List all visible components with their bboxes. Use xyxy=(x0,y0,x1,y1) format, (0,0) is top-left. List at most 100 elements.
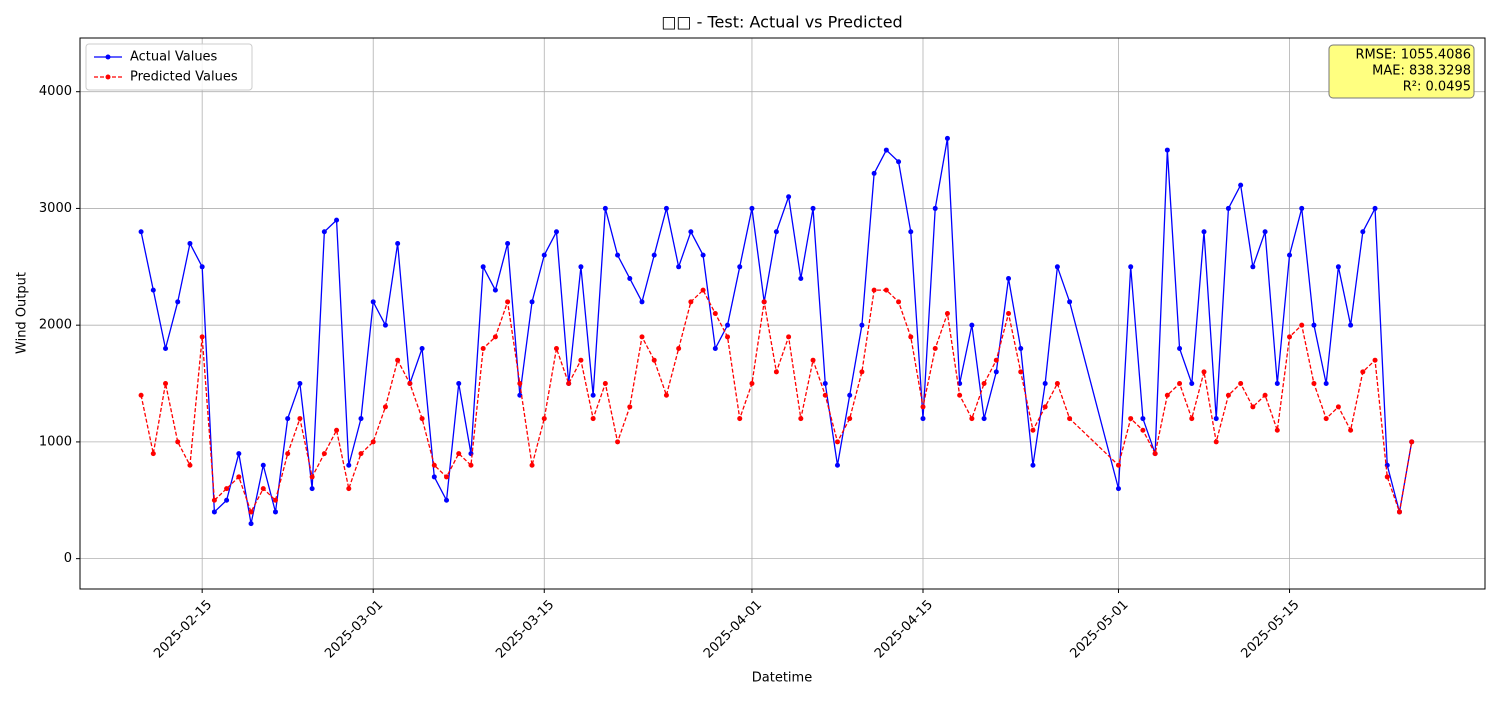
data-point xyxy=(175,299,181,305)
data-point xyxy=(688,229,694,235)
data-point xyxy=(334,427,340,433)
data-point xyxy=(1177,346,1183,352)
data-point xyxy=(847,416,853,422)
data-point xyxy=(602,381,608,387)
data-point xyxy=(419,346,425,352)
data-point xyxy=(248,521,254,527)
data-point xyxy=(883,147,889,153)
data-point xyxy=(1360,229,1366,235)
x-tick-label: 2025-04-01 xyxy=(701,597,765,661)
data-point xyxy=(1054,381,1060,387)
data-point xyxy=(1348,427,1354,433)
data-point xyxy=(1299,322,1305,328)
data-point xyxy=(1201,229,1207,235)
chart-title: □□ - Test: Actual vs Predicted xyxy=(661,13,902,32)
data-point xyxy=(590,416,596,422)
x-tick-label: 2025-03-01 xyxy=(322,597,386,661)
data-point xyxy=(480,264,486,270)
data-point xyxy=(1140,416,1146,422)
data-point xyxy=(431,462,437,468)
data-point xyxy=(541,416,547,422)
data-point xyxy=(211,509,217,515)
data-point xyxy=(272,497,278,503)
data-point xyxy=(590,392,596,398)
data-point xyxy=(1054,264,1060,270)
legend-box xyxy=(85,43,253,91)
data-point xyxy=(187,462,193,468)
data-point xyxy=(163,381,169,387)
data-point xyxy=(1164,392,1170,398)
data-point xyxy=(346,486,352,492)
metrics-text: R²: 0.0495 xyxy=(1403,80,1471,95)
data-point xyxy=(1323,416,1329,422)
data-point xyxy=(896,159,902,165)
data-point xyxy=(1238,182,1244,188)
data-point xyxy=(211,497,217,503)
data-point xyxy=(981,381,987,387)
data-point xyxy=(944,311,950,316)
plot-frame xyxy=(79,37,1486,590)
data-point xyxy=(639,299,645,305)
data-point xyxy=(822,392,828,398)
data-point xyxy=(1128,416,1134,422)
data-point xyxy=(578,264,584,270)
data-point xyxy=(382,404,388,410)
data-point xyxy=(1274,427,1280,433)
data-point xyxy=(615,252,621,258)
data-point xyxy=(1201,369,1207,375)
data-point xyxy=(871,170,877,176)
data-point xyxy=(321,451,327,457)
data-point xyxy=(749,381,755,387)
data-point xyxy=(163,346,169,352)
data-point xyxy=(993,369,999,375)
data-point xyxy=(834,439,840,445)
data-point xyxy=(444,474,450,480)
legend-label: Predicted Values xyxy=(130,70,238,85)
data-point xyxy=(1287,252,1293,258)
data-point xyxy=(700,287,706,293)
x-axis-label: Datetime xyxy=(752,671,812,686)
data-point xyxy=(834,462,840,468)
data-point xyxy=(981,416,987,422)
data-point xyxy=(993,357,999,363)
data-point xyxy=(1225,392,1231,398)
data-point xyxy=(395,357,401,363)
data-point xyxy=(1115,462,1121,468)
data-point xyxy=(407,381,413,387)
data-point xyxy=(920,416,926,422)
metrics-text: MAE: 838.3298 xyxy=(1372,64,1471,79)
data-point xyxy=(370,439,376,445)
data-point xyxy=(651,357,657,363)
data-point xyxy=(431,474,437,480)
x-tick-label: 2025-05-01 xyxy=(1067,597,1131,661)
data-point xyxy=(1006,311,1012,316)
y-tick-label: 3000 xyxy=(39,201,72,216)
data-point xyxy=(1250,264,1256,270)
data-point xyxy=(1189,381,1195,387)
data-point xyxy=(1067,299,1073,305)
data-point xyxy=(1409,439,1415,445)
legend-marker xyxy=(105,54,111,60)
data-point xyxy=(798,275,804,281)
data-point xyxy=(382,322,388,328)
data-point xyxy=(1262,229,1268,235)
data-point xyxy=(541,252,547,258)
data-point xyxy=(1372,357,1378,363)
data-point xyxy=(749,205,755,211)
data-point xyxy=(150,287,156,293)
data-point xyxy=(810,357,816,363)
data-point xyxy=(1323,381,1329,387)
data-point xyxy=(786,334,792,340)
data-point xyxy=(187,240,193,246)
data-point xyxy=(1030,462,1036,468)
data-line xyxy=(140,138,1413,524)
data-point xyxy=(1177,381,1183,387)
data-point xyxy=(309,486,315,492)
data-point xyxy=(505,240,511,246)
data-point xyxy=(773,229,779,235)
data-point xyxy=(1348,322,1354,328)
data-point xyxy=(492,287,498,293)
x-tick-label: 2025-05-15 xyxy=(1239,597,1303,661)
